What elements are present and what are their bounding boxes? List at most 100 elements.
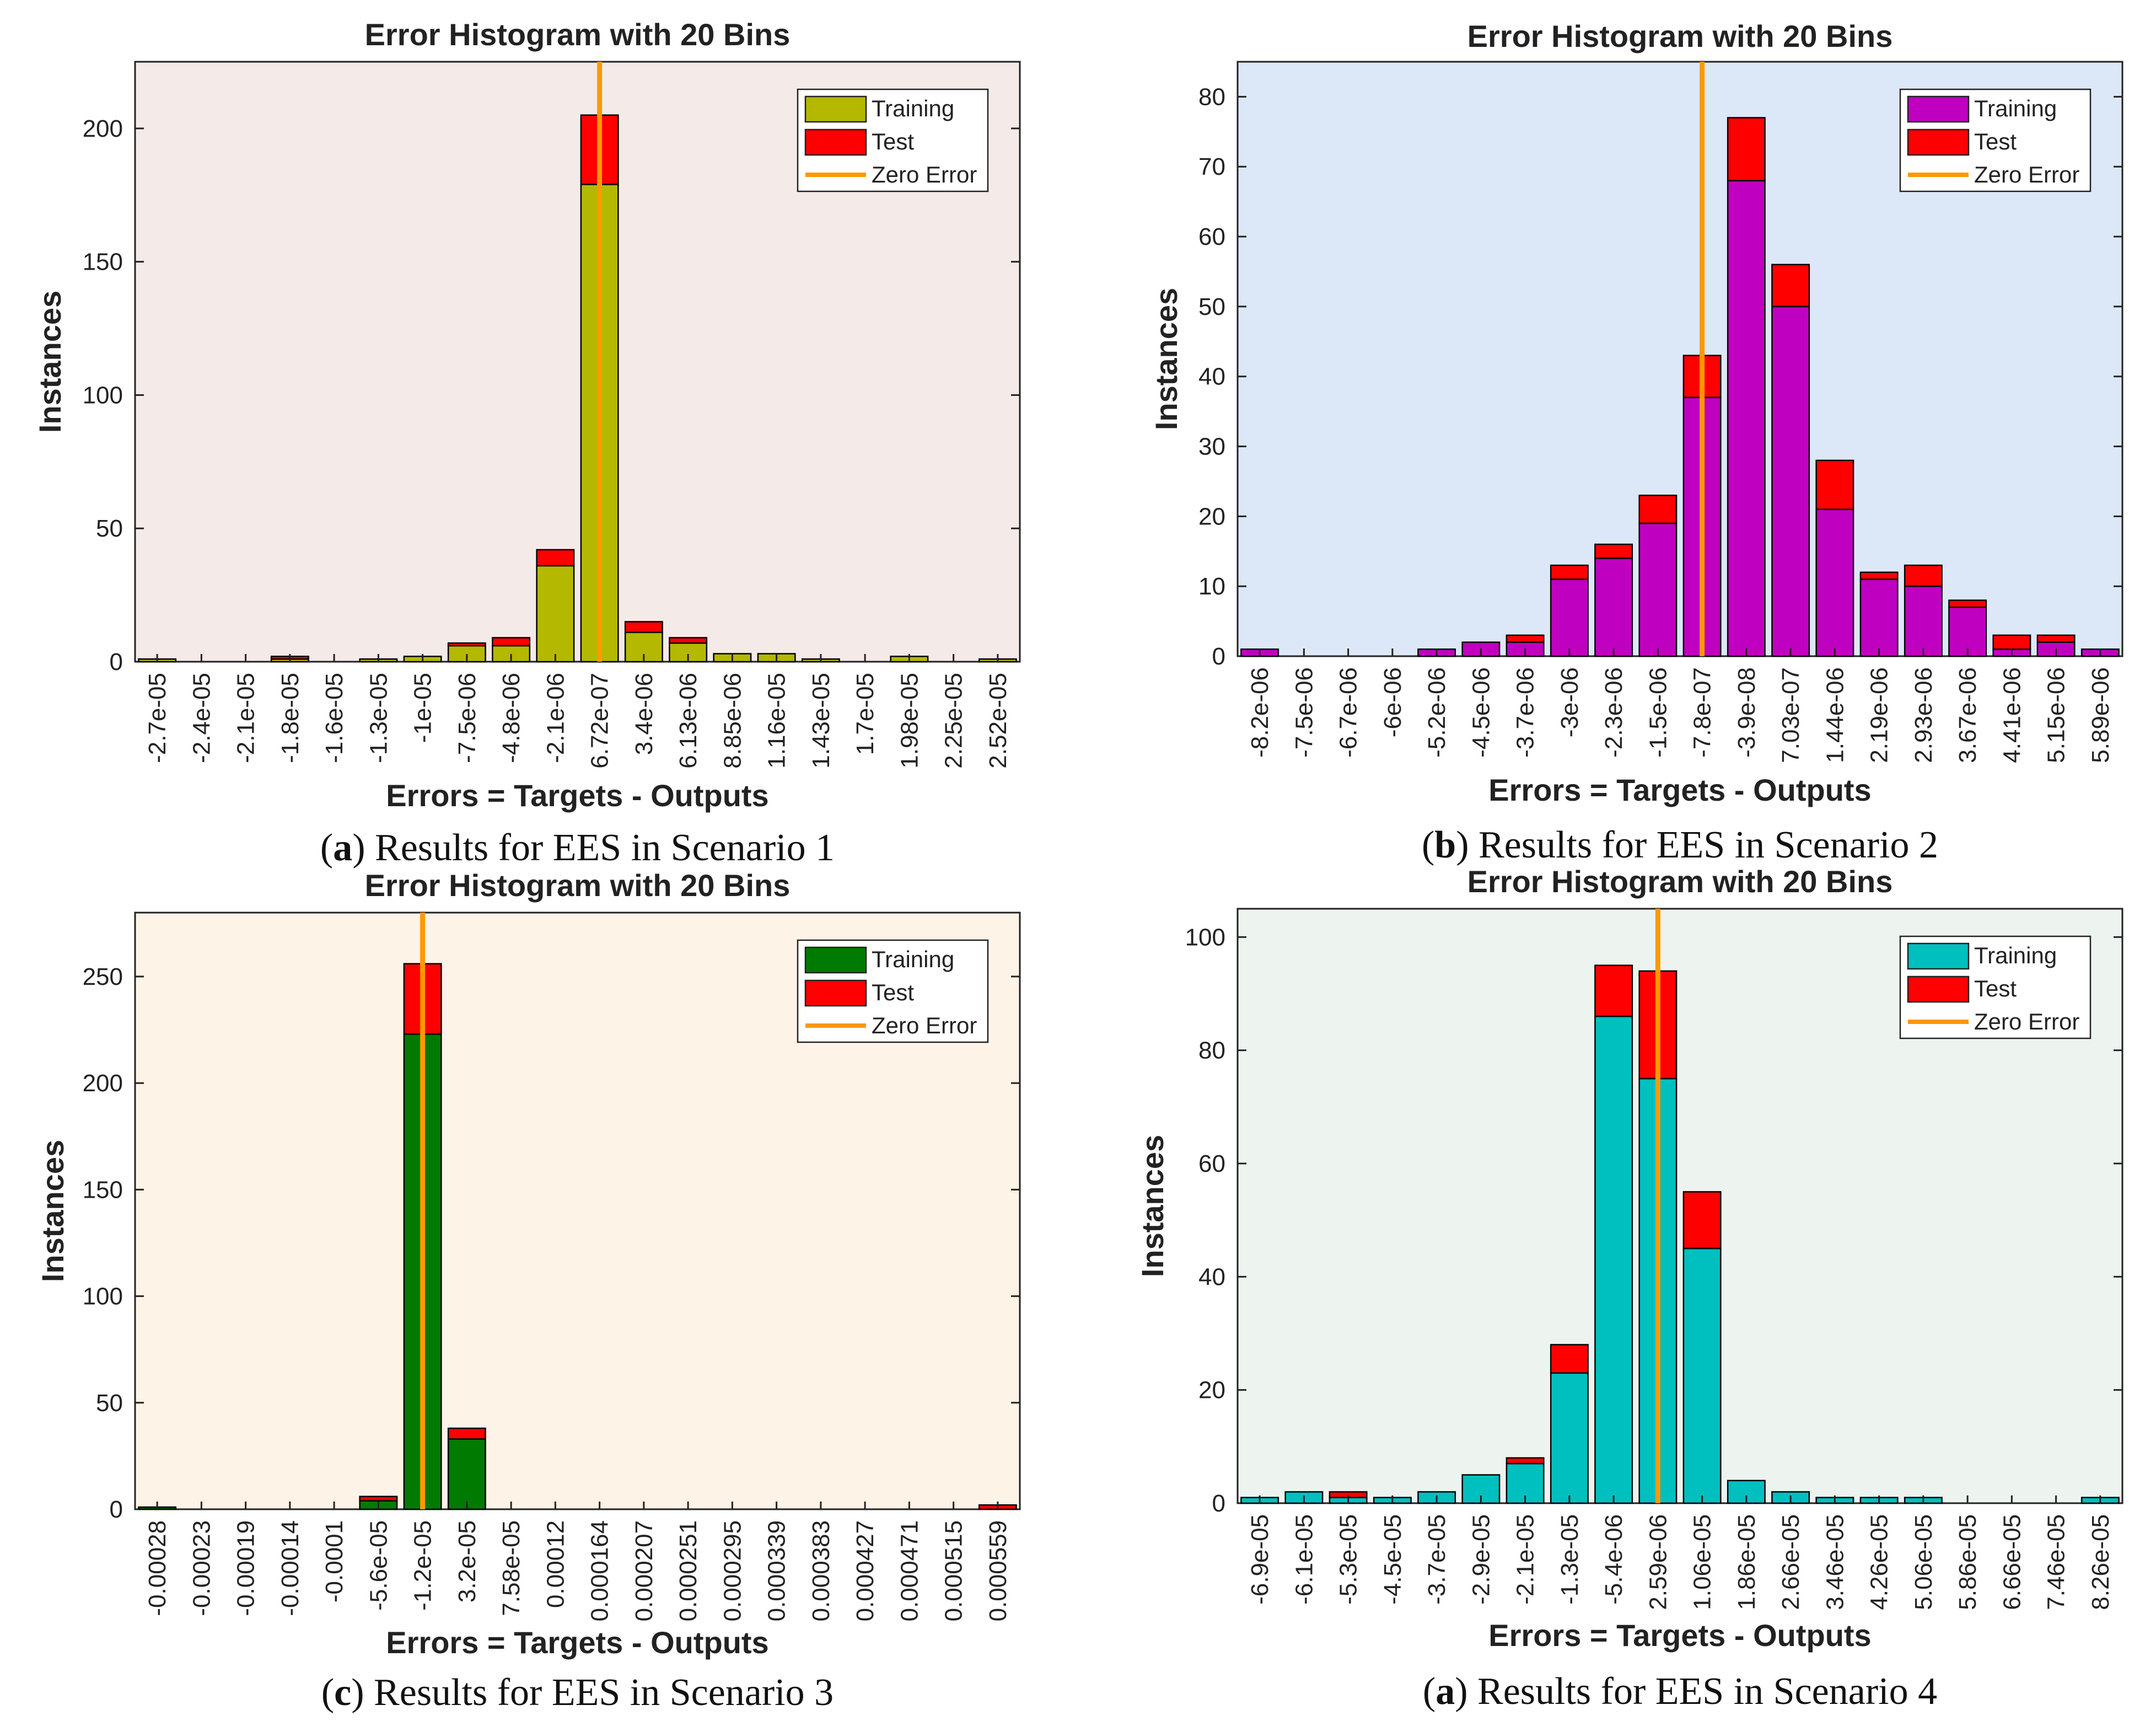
x-tick-label: 7.03e-07	[1777, 667, 1804, 763]
y-tick-label: 80	[1198, 1037, 1225, 1064]
x-tick-label: -1.6e-05	[321, 673, 348, 763]
bar-training	[1948, 606, 1987, 657]
bar-test	[492, 637, 531, 647]
x-tick-label: 0.000295	[719, 1520, 746, 1622]
y-tick-label: 50	[96, 515, 123, 542]
x-tick-label: -2.1e-05	[1512, 1514, 1539, 1605]
x-tick-label: 6.66e-05	[1998, 1514, 2025, 1610]
x-tick-label: -4.5e-06	[1467, 667, 1494, 758]
x-tick-label: -5.2e-06	[1423, 667, 1450, 758]
x-tick-label: 2.59e-06	[1644, 1514, 1671, 1610]
y-tick-label: 40	[1198, 363, 1225, 390]
x-tick-label: -1e-05	[410, 673, 437, 743]
y-tick-label: 250	[83, 963, 123, 990]
bar-test	[447, 642, 486, 647]
y-axis-label: Instances	[1135, 1135, 1170, 1277]
caption-open: (	[1423, 1670, 1435, 1713]
x-tick-label: -7.8e-07	[1689, 667, 1716, 758]
bar-test	[624, 621, 663, 634]
legend-swatch-test	[804, 979, 867, 1007]
x-tick-label: 7.46e-05	[2043, 1514, 2070, 1610]
caption-letter: c	[334, 1671, 351, 1714]
legend-label: Test	[872, 979, 914, 1005]
x-tick-label: -6.7e-06	[1335, 667, 1362, 758]
bar-training	[447, 1438, 486, 1510]
y-tick-label: 100	[83, 382, 123, 409]
bar-training	[1771, 305, 1810, 657]
x-tick-label: 2.93e-06	[1910, 667, 1937, 763]
x-tick-label: 0.000427	[852, 1520, 879, 1622]
x-tick-label: -5.4e-06	[1600, 1514, 1627, 1605]
x-axis-label: Errors = Targets - Outputs	[1488, 1618, 1871, 1653]
x-tick-label: 0.000515	[940, 1520, 967, 1622]
x-tick-label: 1.06e-05	[1689, 1514, 1716, 1610]
y-tick-label: 100	[83, 1283, 123, 1310]
bar-test	[1506, 634, 1545, 643]
bar-test	[669, 637, 708, 644]
x-tick-label: -4.8e-06	[498, 673, 525, 763]
chart-title: Error Histogram with 20 Bins	[1467, 19, 1893, 53]
x-tick-label: -5.6e-05	[365, 1520, 392, 1611]
y-tick-label: 50	[96, 1390, 123, 1417]
bar-training	[1815, 508, 1854, 657]
legend-label: Test	[1974, 128, 2017, 154]
chart-panel-2: Error Histogram with 20 Bins 0 10 20 30 40 50 6…	[1149, 19, 2123, 866]
x-tick-label: -0.00019	[233, 1520, 260, 1616]
x-tick-label: -7.5e-06	[454, 673, 481, 763]
x-tick-label: -3.7e-05	[1423, 1514, 1450, 1605]
legend-label: Zero Error	[872, 1012, 977, 1038]
x-tick-label: -0.00028	[144, 1520, 171, 1616]
bar-test	[359, 1495, 398, 1502]
x-tick-label: -4.5e-05	[1379, 1514, 1406, 1605]
y-tick-label: 200	[83, 1070, 123, 1097]
bar-training	[1727, 180, 1766, 657]
legend-label: Zero Error	[872, 162, 977, 187]
x-tick-label: 0.000164	[587, 1520, 614, 1622]
legend-swatch-test	[1907, 975, 1970, 1003]
chart-title: Error Histogram with 20 Bins	[1467, 864, 1893, 899]
y-tick-label: 150	[83, 1176, 123, 1203]
x-tick-label: 8.85e-06	[719, 673, 746, 769]
x-tick-label: 8.26e-05	[2087, 1514, 2114, 1610]
chart-panel-3: Error Histogram with 20 Bins 0 50 100 150 200…	[35, 868, 1021, 1714]
x-tick-label: -1.3e-05	[365, 673, 392, 763]
bar-test	[447, 1427, 486, 1440]
x-tick-label: 0.00012	[542, 1520, 569, 1608]
y-tick-label: 200	[83, 115, 123, 142]
x-tick-label: -1.5e-06	[1644, 667, 1671, 758]
legend-label: Test	[1974, 975, 2017, 1001]
bar-test	[1992, 634, 2031, 650]
bar-test	[1904, 564, 1943, 587]
caption-text: ) Results for EES in Scenario 1	[352, 827, 835, 869]
legend: Training Test Zero Error	[1899, 935, 2092, 1039]
x-tick-label: -6.1e-05	[1291, 1514, 1318, 1605]
x-tick-label: 6.13e-06	[675, 673, 702, 769]
x-tick-label: 2.66e-05	[1777, 1514, 1804, 1610]
bar-training	[1550, 1372, 1589, 1504]
bar-test	[1771, 264, 1810, 308]
x-tick-label: 2.52e-05	[985, 673, 1012, 769]
caption-letter: b	[1434, 824, 1456, 866]
panel-caption: (b) Results for EES in Scenario 2	[1422, 824, 1938, 866]
y-tick-label: 20	[1198, 503, 1225, 530]
legend-swatch-test	[804, 128, 867, 156]
bar-training	[1859, 578, 1899, 657]
bar-test	[536, 549, 575, 567]
bar-training	[1638, 522, 1678, 657]
x-tick-label: 1.86e-05	[1733, 1514, 1760, 1610]
y-tick-label: 60	[1198, 223, 1225, 250]
legend-swatch-training	[804, 95, 867, 123]
legend-label: Training	[872, 95, 954, 121]
bar-test	[1859, 571, 1899, 580]
x-tick-label: 1.43e-05	[808, 673, 835, 769]
legend: Training Test Zero Error	[797, 939, 989, 1043]
bar-test	[1682, 1191, 1722, 1250]
x-tick-label: 2.25e-05	[940, 673, 967, 769]
x-tick-label: -2.3e-06	[1600, 667, 1627, 758]
x-tick-label: 0.000207	[631, 1520, 658, 1622]
x-tick-label: -5.3e-05	[1335, 1514, 1362, 1605]
bar-test	[1506, 1457, 1545, 1465]
legend-swatch-training	[1907, 95, 1970, 123]
x-tick-label: 6.72e-07	[587, 673, 614, 769]
x-tick-label: -1.8e-05	[277, 673, 304, 763]
